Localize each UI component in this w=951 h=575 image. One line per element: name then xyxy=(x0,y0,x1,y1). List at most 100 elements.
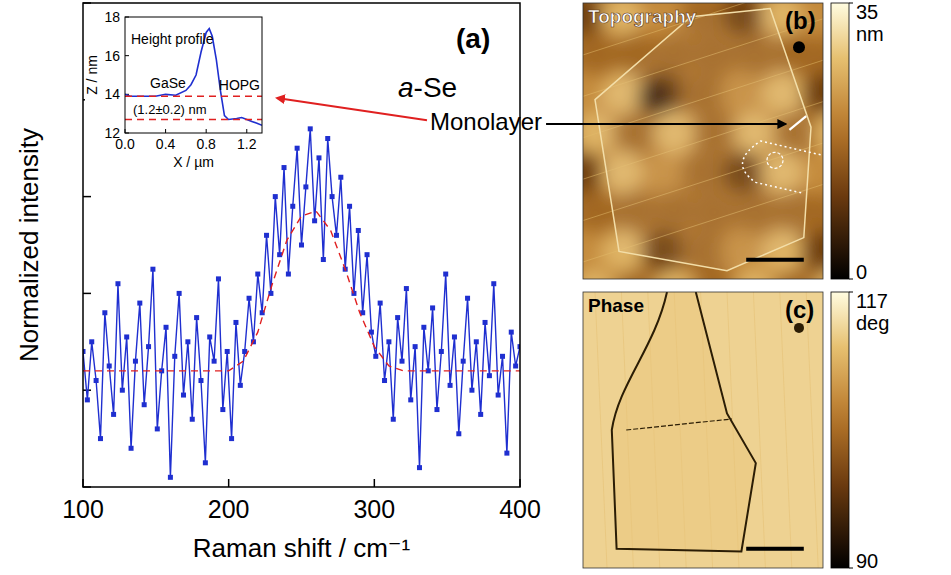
x-tick-label: 0.8 xyxy=(196,136,216,152)
streak xyxy=(806,292,818,568)
data-point xyxy=(509,330,514,335)
data-point xyxy=(413,344,418,349)
data-point xyxy=(421,325,426,330)
data-point xyxy=(483,320,488,325)
scale-bar xyxy=(746,547,804,551)
plot-frame xyxy=(125,17,262,133)
data-point xyxy=(496,393,501,398)
hole xyxy=(794,323,804,333)
x-tick-label: 200 xyxy=(208,495,250,523)
x-axis-title: Raman shift / cm⁻¹ xyxy=(193,533,411,563)
data-point xyxy=(338,175,343,180)
afm-background xyxy=(583,292,823,568)
data-point xyxy=(177,291,182,296)
y-tick-label: 14 xyxy=(104,86,120,102)
y-tick-label: 12 xyxy=(104,125,120,141)
annotation-part: a xyxy=(398,72,414,103)
colorbar-tick xyxy=(849,568,853,569)
data-point xyxy=(347,204,352,209)
data-point xyxy=(190,417,195,422)
data-point xyxy=(474,339,479,344)
data-point xyxy=(181,393,186,398)
streak xyxy=(780,292,792,568)
data-point xyxy=(120,388,125,393)
x-tick-label: 100 xyxy=(62,495,104,523)
data-point xyxy=(146,344,151,349)
data-point xyxy=(417,465,422,470)
chart-0: 100200300400Raman shift / cm⁻¹Normalized… xyxy=(14,3,541,563)
data-point xyxy=(220,407,225,412)
y-axis-title: Normalized intensity xyxy=(14,128,44,362)
data-point xyxy=(198,378,203,383)
colorbar-unit: deg xyxy=(856,312,889,334)
data-point xyxy=(98,436,103,441)
scale-bar xyxy=(746,258,804,262)
x-tick xyxy=(206,129,207,133)
data-point xyxy=(365,252,370,257)
data-point xyxy=(142,402,147,407)
afm-image xyxy=(583,292,823,568)
annotation: HOPG xyxy=(219,77,260,93)
annotation: (1.2±0.2) nm xyxy=(133,102,207,117)
data-point xyxy=(164,325,169,330)
y-tick-label: 16 xyxy=(104,48,120,64)
data-point xyxy=(356,228,361,233)
data-point xyxy=(456,431,461,436)
data-point xyxy=(439,349,444,354)
data-point xyxy=(369,330,374,335)
data-point xyxy=(273,194,278,199)
streak xyxy=(753,292,765,568)
data-point xyxy=(290,204,295,209)
colorbar-tick xyxy=(849,292,853,293)
series-line xyxy=(125,95,262,97)
hole xyxy=(793,41,805,53)
arrow xyxy=(546,123,785,125)
flake-edge xyxy=(626,419,732,430)
afm-blob xyxy=(813,32,823,76)
data-point xyxy=(330,194,335,199)
data-point xyxy=(264,233,269,238)
afm-blob xyxy=(693,269,737,279)
colorbar-label: 90 xyxy=(856,550,878,572)
afm-image xyxy=(583,3,823,279)
series-line xyxy=(125,119,262,121)
plot-frame xyxy=(83,3,520,487)
colorbar-label: 117 xyxy=(856,290,888,312)
y-tick xyxy=(83,293,91,295)
y-tick xyxy=(125,55,129,56)
data-point xyxy=(386,339,391,344)
data-point xyxy=(238,383,243,388)
region-outline xyxy=(743,141,821,193)
data-point xyxy=(443,272,448,277)
series-line xyxy=(83,129,520,477)
x-tick-label: 0.4 xyxy=(156,136,176,152)
colorbar-label: 0 xyxy=(856,261,867,283)
x-tick xyxy=(165,129,166,133)
data-point xyxy=(168,475,173,480)
colorbar xyxy=(831,3,849,279)
flake-edge xyxy=(612,292,756,551)
image-panel: Topography(b)035nm xyxy=(561,0,884,313)
data-point xyxy=(102,310,107,315)
data-point xyxy=(111,412,116,417)
data-point xyxy=(316,155,321,160)
afm-blob xyxy=(733,269,777,279)
data-point xyxy=(137,301,142,306)
arrow xyxy=(277,98,427,120)
series-line xyxy=(125,29,262,126)
afm-blob xyxy=(653,269,697,279)
x-tick-label: 1.2 xyxy=(237,136,257,152)
x-tick-label: 300 xyxy=(353,495,395,523)
afm-blob xyxy=(613,269,657,279)
data-point xyxy=(282,165,287,170)
annotation: GaSe xyxy=(150,75,186,91)
data-point xyxy=(225,349,230,354)
streak xyxy=(595,292,607,568)
data-point xyxy=(469,388,474,393)
data-point xyxy=(465,296,470,301)
data-point xyxy=(203,460,208,465)
data-point xyxy=(295,146,300,151)
data-point xyxy=(207,334,212,339)
colorbar xyxy=(831,292,849,568)
data-point xyxy=(312,218,317,223)
